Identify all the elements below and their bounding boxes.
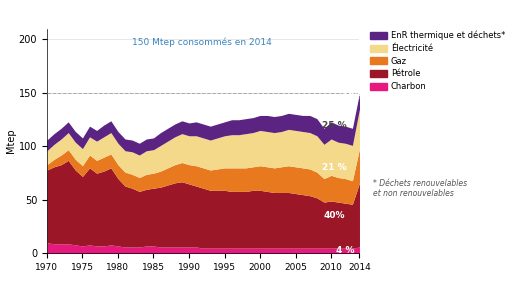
Y-axis label: Mtep: Mtep (6, 129, 16, 154)
Legend: EnR thermique et déchets*, Électricité, Gaz, Pétrole, Charbon: EnR thermique et déchets*, Électricité, … (370, 31, 505, 91)
Text: 40%: 40% (324, 211, 345, 221)
Text: 10 %: 10 % (342, 92, 366, 101)
Text: 150 Mtep consommés en 2014: 150 Mtep consommés en 2014 (132, 37, 272, 47)
Text: 4 %: 4 % (336, 246, 354, 255)
Text: 21 %: 21 % (322, 163, 347, 172)
Text: * Déchets renouvelables
et non renouvelables: * Déchets renouvelables et non renouvela… (373, 179, 467, 198)
Text: 25 %: 25 % (322, 121, 347, 130)
